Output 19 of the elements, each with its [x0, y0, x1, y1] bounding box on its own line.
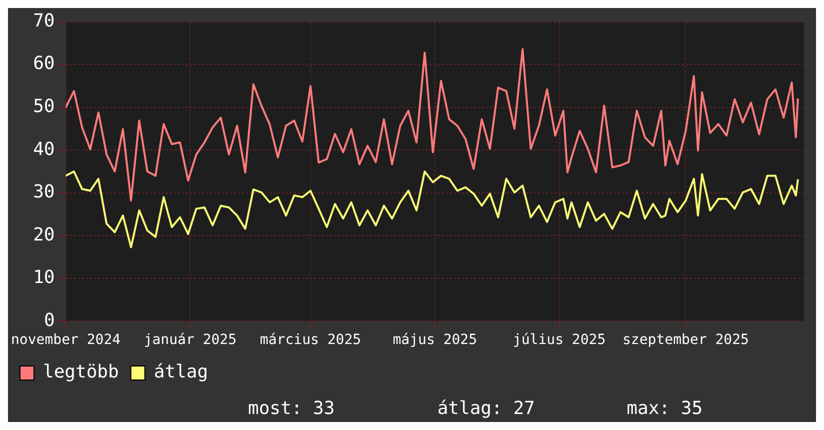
- x-tick-label: szeptember 2025: [622, 332, 749, 348]
- x-tick-label: január 2025: [144, 332, 237, 348]
- y-tick-label: 30: [33, 182, 55, 203]
- text: átlag: 27: [437, 398, 535, 419]
- y-tick-label: 20: [33, 224, 55, 246]
- legend-label: átlag: [154, 362, 208, 383]
- x-tick-label: július 2025: [512, 332, 606, 348]
- y-tick-label: 40: [33, 138, 55, 160]
- y-tick-label: 10: [33, 267, 55, 288]
- x-tick-label: március 2025: [260, 332, 362, 348]
- x-tick-label: május 2025: [392, 332, 478, 348]
- y-tick-label: 60: [33, 53, 55, 74]
- x-tick-label: november 2024: [11, 332, 121, 348]
- y-tick-label: 70: [33, 10, 55, 32]
- y-tick-label: 0: [44, 310, 55, 331]
- text: max: 35: [626, 398, 703, 419]
- text: most: 33: [248, 398, 335, 419]
- y-tick-label: 50: [33, 96, 55, 118]
- legend-label: legtöbb: [43, 362, 119, 383]
